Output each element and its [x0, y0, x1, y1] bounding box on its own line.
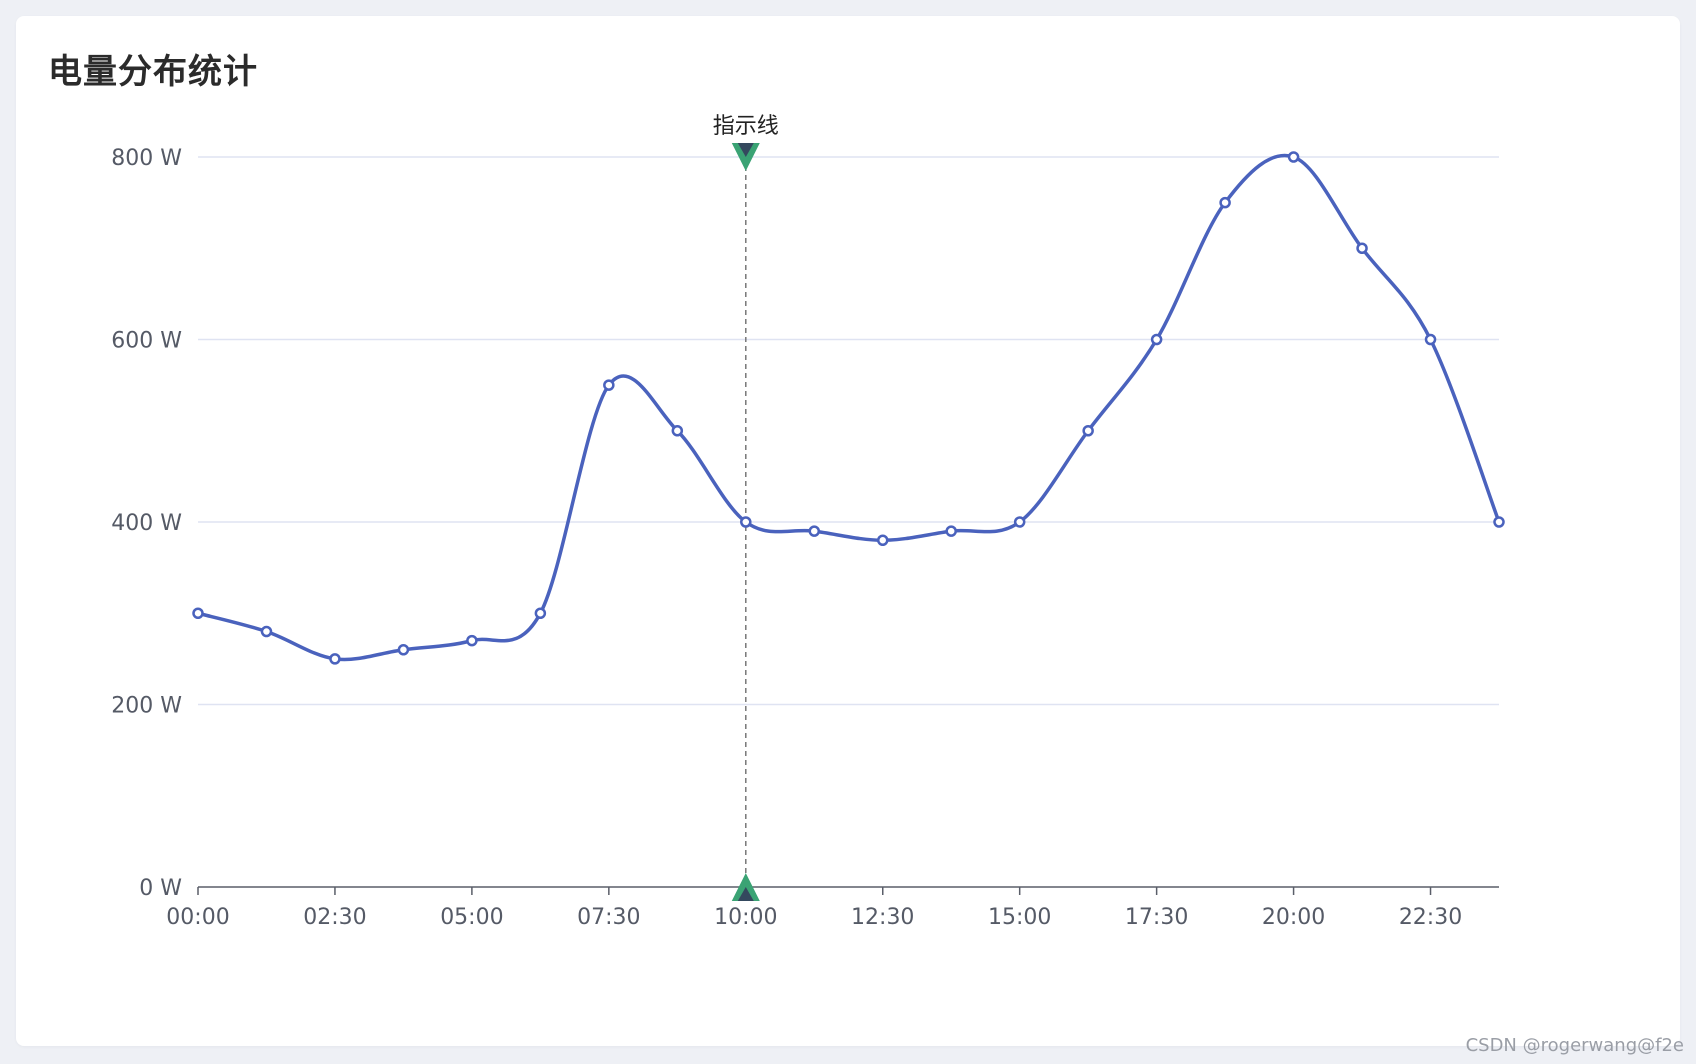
- data-point: [329, 653, 341, 665]
- x-tick-label: 07:30: [577, 905, 640, 930]
- data-point: [1287, 151, 1300, 163]
- data-point: [1493, 516, 1505, 528]
- data-point: [1424, 333, 1437, 346]
- data-point: [1356, 242, 1368, 254]
- mark-line-bottom-marker-inner: [737, 887, 754, 901]
- data-point: [534, 607, 547, 619]
- y-tick-label: 400 W: [111, 511, 182, 536]
- data-point: [808, 525, 821, 537]
- grid-lines: [198, 156, 1499, 706]
- x-tick-label: 05:00: [440, 905, 503, 930]
- y-tick-label: 200 W: [111, 694, 182, 719]
- x-tick-label: 22:30: [1399, 905, 1462, 930]
- y-tick-label: 600 W: [111, 329, 182, 354]
- mark-line-group: 指示线: [713, 114, 779, 901]
- data-point: [603, 379, 615, 391]
- mark-line-label: 指示线: [713, 114, 779, 139]
- x-tick-label: 15:00: [988, 905, 1051, 930]
- watermark: CSDN @rogerwang@f2e: [1465, 1035, 1684, 1056]
- x-tick-label: 17:30: [1125, 905, 1188, 930]
- chart-card: [16, 16, 1680, 1046]
- data-point: [876, 534, 889, 546]
- data-point: [945, 525, 957, 537]
- chart-title: 电量分布统计: [48, 52, 258, 92]
- mark-line-top-marker-inner: [737, 143, 754, 157]
- data-point: [466, 634, 478, 647]
- data-point: [192, 607, 204, 619]
- x-tick-label: 02:30: [303, 905, 366, 930]
- data-point: [671, 425, 684, 437]
- x-tick-label: 20:00: [1262, 905, 1325, 930]
- series-line-group: [197, 153, 1501, 662]
- x-tick-label: 12:30: [851, 905, 914, 930]
- y-tick-label: 800 W: [111, 146, 182, 171]
- data-point: [740, 516, 752, 528]
- data-points: [192, 151, 1505, 665]
- y-tick-label: 0 W: [139, 876, 182, 901]
- x-tick-label: 00:00: [166, 905, 229, 930]
- x-tick-label: 10:00: [714, 905, 777, 930]
- data-point: [1082, 425, 1094, 437]
- data-point: [260, 625, 273, 638]
- data-point: [1219, 196, 1231, 209]
- data-point: [1150, 333, 1163, 346]
- series-line: [197, 153, 1501, 662]
- y-axis-labels: 0 W 200 W 400 W 600 W 800 W: [111, 146, 182, 901]
- data-point: [1013, 516, 1026, 528]
- data-point: [397, 644, 410, 656]
- x-axis: 00:00 02:30 05:00 07:30 10:00 12:30 15:00 17:30…: [166, 886, 1499, 930]
